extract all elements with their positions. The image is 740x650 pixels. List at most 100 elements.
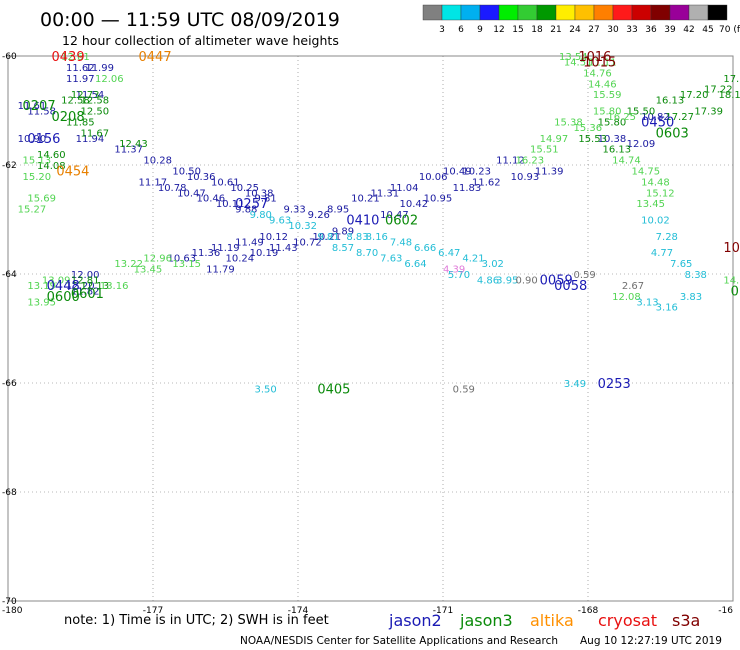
wave-height-label: 11.62 <box>472 177 501 188</box>
colorbar-label: 6 <box>458 25 464 35</box>
wave-height-label: 14.08 <box>37 161 66 172</box>
y-tick-label: -66 <box>2 379 17 389</box>
wave-height-label: 14.97 <box>540 134 569 145</box>
wave-height-label: 12.09 <box>627 139 656 150</box>
time-label: 0601 <box>71 287 104 302</box>
wave-height-label: 12.73 <box>71 90 100 101</box>
colorbar-label: 70 (ft) <box>719 25 740 35</box>
wave-height-label: 14.75 <box>632 166 661 177</box>
colorbar-label: 18 <box>531 25 543 35</box>
time-label: 0 <box>731 284 739 299</box>
wave-height-label: 11.36 <box>192 248 221 259</box>
colorbar-swatch <box>536 4 557 21</box>
x-tick-label: -171 <box>433 606 453 616</box>
wave-height-label: 10.32 <box>288 221 317 232</box>
wave-height-label: 17.22 <box>704 85 733 96</box>
wave-height-label: 9.81 <box>255 194 277 205</box>
colorbar-label: 36 <box>645 25 657 35</box>
colorbar-swatch <box>574 4 595 21</box>
wave-height-label: 12.08 <box>612 292 641 303</box>
colorbar-swatch <box>631 4 652 21</box>
wave-height-label: 11.54 <box>76 90 105 101</box>
colorbar-label: 39 <box>664 25 676 35</box>
time-label: 0058 <box>554 279 587 294</box>
wave-height-label: 17.39 <box>694 107 723 118</box>
wave-height-label: 10.93 <box>511 172 540 183</box>
colorbar-swatch <box>441 4 462 21</box>
wave-height-label: 8.70 <box>356 248 378 259</box>
time-label: 0600 <box>47 290 80 305</box>
wave-height-label: 11.79 <box>206 265 235 276</box>
wave-height-label: 9.88 <box>235 205 257 216</box>
colorbar-label: 45 <box>702 25 713 35</box>
colorbar-label: 42 <box>683 25 694 35</box>
wave-height-label: 17.20 <box>680 90 709 101</box>
colorbar-label: 21 <box>550 25 561 35</box>
wave-height-label: 15.36 <box>574 123 603 134</box>
colorbar-swatch <box>555 4 576 21</box>
wave-height-label: 13.45 <box>134 265 163 276</box>
time-label: 0257 <box>235 197 268 212</box>
wave-height-label: 14.63 <box>723 275 740 286</box>
wave-height-label: 3.83 <box>680 292 702 303</box>
wave-height-label: 16.13 <box>603 145 632 156</box>
wave-height-label: 15.59 <box>593 90 622 101</box>
legend-entry-jason3: jason3 <box>459 611 513 630</box>
wave-height-label: 12.61 <box>61 52 90 63</box>
wave-height-label: 15.27 <box>18 205 47 216</box>
wave-height-label: 10.46 <box>197 194 226 205</box>
wave-height-label: 14.60 <box>37 150 66 161</box>
time-label: 0059 <box>540 273 573 288</box>
wave-height-label: 13.15 <box>172 259 201 270</box>
wave-height-label: 8.95 <box>327 205 349 216</box>
wave-height-label: 14.51 <box>564 57 593 68</box>
time-label: 0439 <box>52 50 85 65</box>
wave-height-label: 10.28 <box>143 156 172 167</box>
wave-height-label: 8.16 <box>366 232 388 243</box>
wave-height-label: 13.09 <box>42 275 71 286</box>
wave-height-label: 15.12 <box>646 188 675 199</box>
wave-height-label: 0.59 <box>574 270 596 281</box>
time-label: 1016 <box>578 50 611 65</box>
colorbar-label: 33 <box>626 25 637 35</box>
time-label: 0447 <box>139 50 172 65</box>
time-label: 0410 <box>346 214 379 229</box>
wave-height-label: 12.58 <box>81 96 110 107</box>
wave-height-label: 13.22 <box>114 259 143 270</box>
wave-height-label: 17.35 <box>723 74 740 85</box>
wave-height-label: 15.69 <box>27 194 56 205</box>
wave-height-label: 14.76 <box>583 68 612 79</box>
colorbar-swatch <box>498 4 519 21</box>
time-label: 0448 <box>47 279 80 294</box>
wave-height-label: 10.21 <box>351 194 380 205</box>
colorbar-swatch <box>707 4 728 21</box>
wave-height-label: 12.00 <box>71 270 100 281</box>
wave-height-label: 10.72 <box>293 237 322 248</box>
colorbar-swatch <box>460 4 481 21</box>
wave-height-label: 10.02 <box>641 216 670 227</box>
wave-height-label: 4.77 <box>651 248 673 259</box>
wave-height-label: 10.25 <box>230 183 259 194</box>
wave-height-label: 11.82 <box>71 286 100 297</box>
colorbar-label: 30 <box>607 25 619 35</box>
wave-height-label: 12.43 <box>119 139 148 150</box>
wave-height-label: 11.19 <box>211 243 240 254</box>
wave-height-label: 10.90 <box>18 134 47 145</box>
wave-height-label: 12.58 <box>61 96 90 107</box>
wave-height-label: 14.46 <box>588 79 617 90</box>
wave-height-label: 16.25 <box>607 112 636 123</box>
wave-height-label: 0.90 <box>516 275 538 286</box>
colorbar-label: 27 <box>588 25 599 35</box>
wave-height-label: 0.59 <box>453 384 475 395</box>
wave-height-label: 10.21 <box>313 232 342 243</box>
time-label: 0603 <box>656 126 689 141</box>
footer-note: note: 1) Time is in UTC; 2) SWH is in fe… <box>64 613 329 628</box>
page-title: 00:00 — 11:59 UTC 08/09/2019 <box>40 9 340 31</box>
wave-height-label: 10.95 <box>424 194 453 205</box>
wave-height-label: 11.12 <box>496 156 525 167</box>
page-subtitle: 12 hour collection of altimeter wave hei… <box>62 33 339 48</box>
wave-height-label: 9.26 <box>308 210 330 221</box>
wave-height-label: 10.24 <box>226 254 255 265</box>
wave-height-label: 9.80 <box>250 210 272 221</box>
